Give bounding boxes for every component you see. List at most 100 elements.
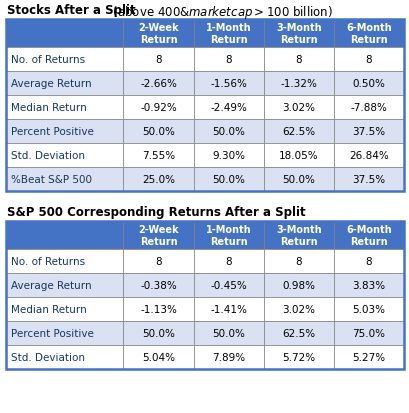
Text: Stocks After a Split: Stocks After a Split xyxy=(7,4,135,17)
Bar xyxy=(6,20,123,48)
Bar xyxy=(123,96,193,120)
Bar xyxy=(193,168,263,192)
Bar xyxy=(263,20,333,48)
Bar xyxy=(6,345,123,369)
Bar xyxy=(333,221,403,249)
Bar xyxy=(263,345,333,369)
Text: 50.0%: 50.0% xyxy=(142,127,175,137)
Text: -1.41%: -1.41% xyxy=(210,304,247,314)
Text: 7.55%: 7.55% xyxy=(142,151,175,161)
Bar xyxy=(193,72,263,96)
Bar xyxy=(123,249,193,273)
Text: 5.03%: 5.03% xyxy=(352,304,384,314)
Text: Percent Positive: Percent Positive xyxy=(11,127,94,137)
Bar xyxy=(193,144,263,168)
Bar xyxy=(193,48,263,72)
Bar xyxy=(193,345,263,369)
Bar xyxy=(333,20,403,48)
Text: 75.0%: 75.0% xyxy=(352,328,384,338)
Bar xyxy=(193,221,263,249)
Text: -0.45%: -0.45% xyxy=(210,280,246,290)
Text: Std. Deviation: Std. Deviation xyxy=(11,151,85,161)
Text: Median Return: Median Return xyxy=(11,103,87,113)
Text: -2.49%: -2.49% xyxy=(210,103,247,113)
Text: 0.50%: 0.50% xyxy=(352,79,384,89)
Bar xyxy=(193,321,263,345)
Bar xyxy=(123,20,193,48)
Text: -2.66%: -2.66% xyxy=(140,79,177,89)
Bar xyxy=(333,297,403,321)
Text: (above $400 & market cap > $100 billion): (above $400 & market cap > $100 billion) xyxy=(109,4,332,21)
Text: -7.88%: -7.88% xyxy=(350,103,387,113)
Bar xyxy=(333,144,403,168)
Bar xyxy=(123,144,193,168)
Bar xyxy=(263,221,333,249)
Text: 8: 8 xyxy=(225,256,231,266)
Text: Median Return: Median Return xyxy=(11,304,87,314)
Bar xyxy=(333,249,403,273)
Text: 6-Month
Return: 6-Month Return xyxy=(345,225,391,246)
Bar xyxy=(6,20,403,192)
Bar xyxy=(263,168,333,192)
Text: 2-Week
Return: 2-Week Return xyxy=(138,225,178,246)
Bar xyxy=(193,297,263,321)
Text: 26.84%: 26.84% xyxy=(348,151,388,161)
Bar xyxy=(123,48,193,72)
Bar xyxy=(263,144,333,168)
Bar xyxy=(123,221,193,249)
Text: Percent Positive: Percent Positive xyxy=(11,328,94,338)
Bar xyxy=(333,345,403,369)
Bar xyxy=(333,48,403,72)
Bar xyxy=(263,48,333,72)
Text: 50.0%: 50.0% xyxy=(212,127,245,137)
Bar xyxy=(193,273,263,297)
Text: No. of Returns: No. of Returns xyxy=(11,256,85,266)
Text: 8: 8 xyxy=(295,256,301,266)
Bar xyxy=(123,120,193,144)
Bar xyxy=(6,249,123,273)
Text: -1.32%: -1.32% xyxy=(280,79,317,89)
Text: 50.0%: 50.0% xyxy=(142,328,175,338)
Text: 1-Month
Return: 1-Month Return xyxy=(205,23,251,45)
Text: 3-Month
Return: 3-Month Return xyxy=(275,23,321,45)
Text: %Beat S&P 500: %Beat S&P 500 xyxy=(11,175,92,185)
Bar xyxy=(333,321,403,345)
Bar xyxy=(333,273,403,297)
Bar xyxy=(193,249,263,273)
Bar xyxy=(263,273,333,297)
Text: 3.02%: 3.02% xyxy=(281,103,315,113)
Bar xyxy=(263,249,333,273)
Text: Average Return: Average Return xyxy=(11,280,91,290)
Bar xyxy=(6,221,123,249)
Text: -1.56%: -1.56% xyxy=(210,79,247,89)
Text: 0.98%: 0.98% xyxy=(281,280,315,290)
Bar xyxy=(123,168,193,192)
Text: 8: 8 xyxy=(295,55,301,65)
Bar xyxy=(6,221,403,369)
Text: 25.0%: 25.0% xyxy=(142,175,175,185)
Bar xyxy=(123,345,193,369)
Bar xyxy=(193,96,263,120)
Text: -0.92%: -0.92% xyxy=(140,103,176,113)
Bar xyxy=(263,321,333,345)
Bar xyxy=(333,168,403,192)
Text: 2-Week
Return: 2-Week Return xyxy=(138,23,178,45)
Text: 8: 8 xyxy=(365,256,371,266)
Bar xyxy=(6,297,123,321)
Text: 5.04%: 5.04% xyxy=(142,352,175,362)
Bar xyxy=(263,120,333,144)
Text: 5.72%: 5.72% xyxy=(281,352,315,362)
Bar xyxy=(333,120,403,144)
Text: 7.89%: 7.89% xyxy=(211,352,245,362)
Text: 62.5%: 62.5% xyxy=(281,127,315,137)
Bar xyxy=(6,168,123,192)
Bar xyxy=(333,96,403,120)
Text: 1-Month
Return: 1-Month Return xyxy=(205,225,251,246)
Text: S&P 500 Corresponding Returns After a Split: S&P 500 Corresponding Returns After a Sp… xyxy=(7,206,305,218)
Text: 8: 8 xyxy=(155,55,162,65)
Text: 62.5%: 62.5% xyxy=(281,328,315,338)
Text: 50.0%: 50.0% xyxy=(212,175,245,185)
Bar xyxy=(6,120,123,144)
Text: No. of Returns: No. of Returns xyxy=(11,55,85,65)
Text: 9.30%: 9.30% xyxy=(211,151,245,161)
